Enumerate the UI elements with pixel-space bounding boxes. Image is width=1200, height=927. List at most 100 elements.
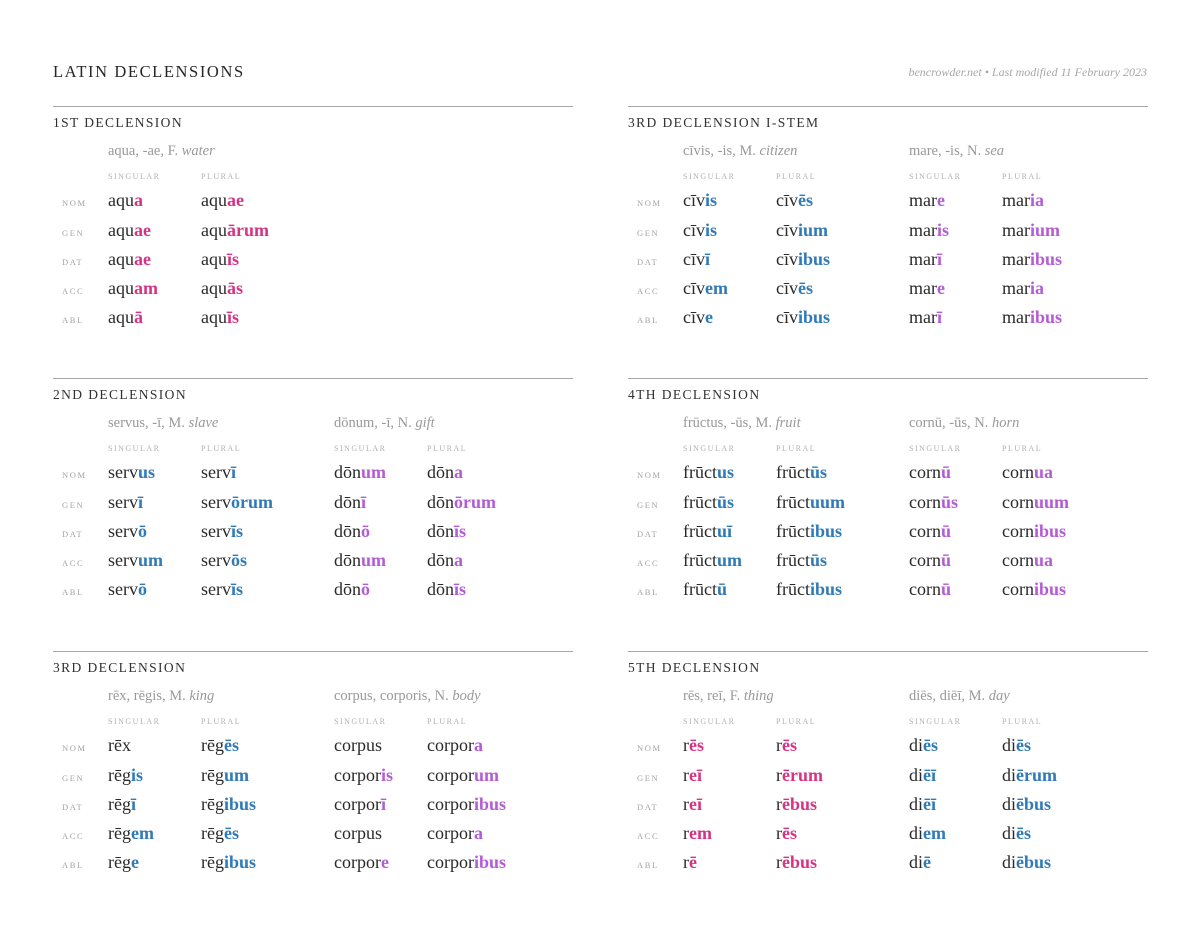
plural-form: frūctibus xyxy=(776,579,842,600)
singular-form: corpus xyxy=(334,823,382,844)
singular-form: diē xyxy=(909,852,931,873)
form-stem: serv xyxy=(201,462,231,482)
form-stem: di xyxy=(1002,794,1017,814)
singular-form: dōnō xyxy=(334,579,370,600)
form-stem: mar xyxy=(909,307,937,327)
form-ending: ī xyxy=(936,307,942,327)
form-stem: di xyxy=(909,794,924,814)
form-ending: ibus xyxy=(223,794,257,814)
form-ending: ēs xyxy=(689,735,704,755)
noun-heading: cīvis, -is, M. citizen xyxy=(683,143,797,160)
form-stem: frūct xyxy=(776,550,810,570)
plural-form: cornua xyxy=(1002,550,1053,571)
singular-form: cornū xyxy=(909,521,951,542)
plural-form: maria xyxy=(1002,278,1044,299)
noun-gloss: water xyxy=(181,143,215,159)
singular-form: rēs xyxy=(683,735,704,756)
plural-form: dōnōrum xyxy=(427,492,496,513)
form-stem: dōn xyxy=(334,492,361,512)
plural-form: dōna xyxy=(427,550,463,571)
singular-form: cīvis xyxy=(683,190,717,211)
noun-heading: diēs, diēī, M. day xyxy=(909,688,1010,705)
case-label: GEN xyxy=(62,228,85,238)
form-ending: ī xyxy=(380,794,386,814)
form-ending: ō xyxy=(138,521,147,541)
form-ending: ēs xyxy=(223,735,239,755)
case-label: GEN xyxy=(62,773,85,783)
case-label: ABL xyxy=(637,860,659,870)
form-ending: am xyxy=(134,278,158,298)
form-stem: dōn xyxy=(427,492,454,512)
singular-form: cornū xyxy=(909,550,951,571)
form-stem: corpus xyxy=(334,823,382,843)
form-ending: ēbus xyxy=(782,852,818,872)
form-stem: cīv xyxy=(776,249,798,269)
form-ending: ī xyxy=(231,462,237,482)
noun-heading: corpus, corporis, N. body xyxy=(334,688,481,705)
plural-form: servī xyxy=(201,462,236,483)
noun-gloss: gift xyxy=(415,415,435,431)
form-stem: corpor xyxy=(334,794,381,814)
plural-form: cīvibus xyxy=(776,307,830,328)
form-stem: corn xyxy=(1002,579,1034,599)
plural-form: corporibus xyxy=(427,852,506,873)
form-stem: cīv xyxy=(776,278,798,298)
plural-form: dōnīs xyxy=(427,521,466,542)
singular-form: rēge xyxy=(108,852,139,873)
plural-form: rēbus xyxy=(776,852,817,873)
form-stem: corpor xyxy=(427,852,474,872)
form-ending: e xyxy=(380,852,389,872)
form-ending: īs xyxy=(227,249,240,269)
singular-form: frūctūs xyxy=(683,492,734,513)
form-ending: ō xyxy=(138,579,147,599)
form-ending: eī xyxy=(689,794,702,814)
plural-form: aquārum xyxy=(201,220,269,241)
form-stem: r xyxy=(683,794,689,814)
form-ending: e xyxy=(130,852,139,872)
plural-form: rēgēs xyxy=(201,735,239,756)
singular-form: rēgī xyxy=(108,794,136,815)
declension-section: 2ND DECLENSION NOM GEN DAT ACC ABL servus, -ī,… xyxy=(53,378,573,628)
singular-form: aqua xyxy=(108,190,143,211)
form-stem: dōn xyxy=(427,550,454,570)
form-ending: em xyxy=(705,278,728,298)
plural-form: cīvium xyxy=(776,220,828,241)
form-stem: r xyxy=(683,852,689,872)
noun-lemma: corpus, corporis, N. xyxy=(334,688,449,704)
noun-heading: aqua, -ae, F. water xyxy=(108,143,215,160)
singular-form: frūctum xyxy=(683,550,742,571)
form-stem: aqu xyxy=(201,307,227,327)
plural-form: frūctibus xyxy=(776,521,842,542)
noun-heading: mare, -is, N. sea xyxy=(909,143,1004,160)
form-ending: ia xyxy=(1029,190,1044,210)
singular-form: marī xyxy=(909,307,942,328)
form-ending: īs xyxy=(454,579,467,599)
singular-form: mare xyxy=(909,278,945,299)
form-ending: is xyxy=(705,190,718,210)
plural-label: PLURAL xyxy=(201,172,242,181)
form-ending: ibus xyxy=(1029,307,1063,327)
form-stem: frūct xyxy=(776,462,810,482)
form-stem: corn xyxy=(909,521,941,541)
form-stem: rēg xyxy=(108,852,131,872)
noun-lemma: mare, -is, N. xyxy=(909,143,982,159)
form-ending: ibus xyxy=(473,794,507,814)
form-ending: ēs xyxy=(223,823,239,843)
form-stem: cīv xyxy=(776,307,798,327)
plural-form: marium xyxy=(1002,220,1060,241)
noun-heading: rēx, rēgis, M. king xyxy=(108,688,214,705)
plural-form: maribus xyxy=(1002,307,1062,328)
singular-label: SINGULAR xyxy=(108,444,161,453)
singular-label: SINGULAR xyxy=(909,172,962,181)
noun-gloss: sea xyxy=(984,143,1005,159)
form-stem: di xyxy=(909,823,924,843)
form-stem: corn xyxy=(909,462,941,482)
singular-form: rēgis xyxy=(108,765,143,786)
form-stem: rēg xyxy=(108,794,131,814)
singular-form: frūctuī xyxy=(683,521,732,542)
form-ending: ēbus xyxy=(782,794,818,814)
noun-lemma: cornū, -ūs, N. xyxy=(909,415,989,431)
form-ending: ae xyxy=(227,190,244,210)
plural-form: servīs xyxy=(201,521,243,542)
noun-lemma: rēx, rēgis, M. xyxy=(108,688,186,704)
